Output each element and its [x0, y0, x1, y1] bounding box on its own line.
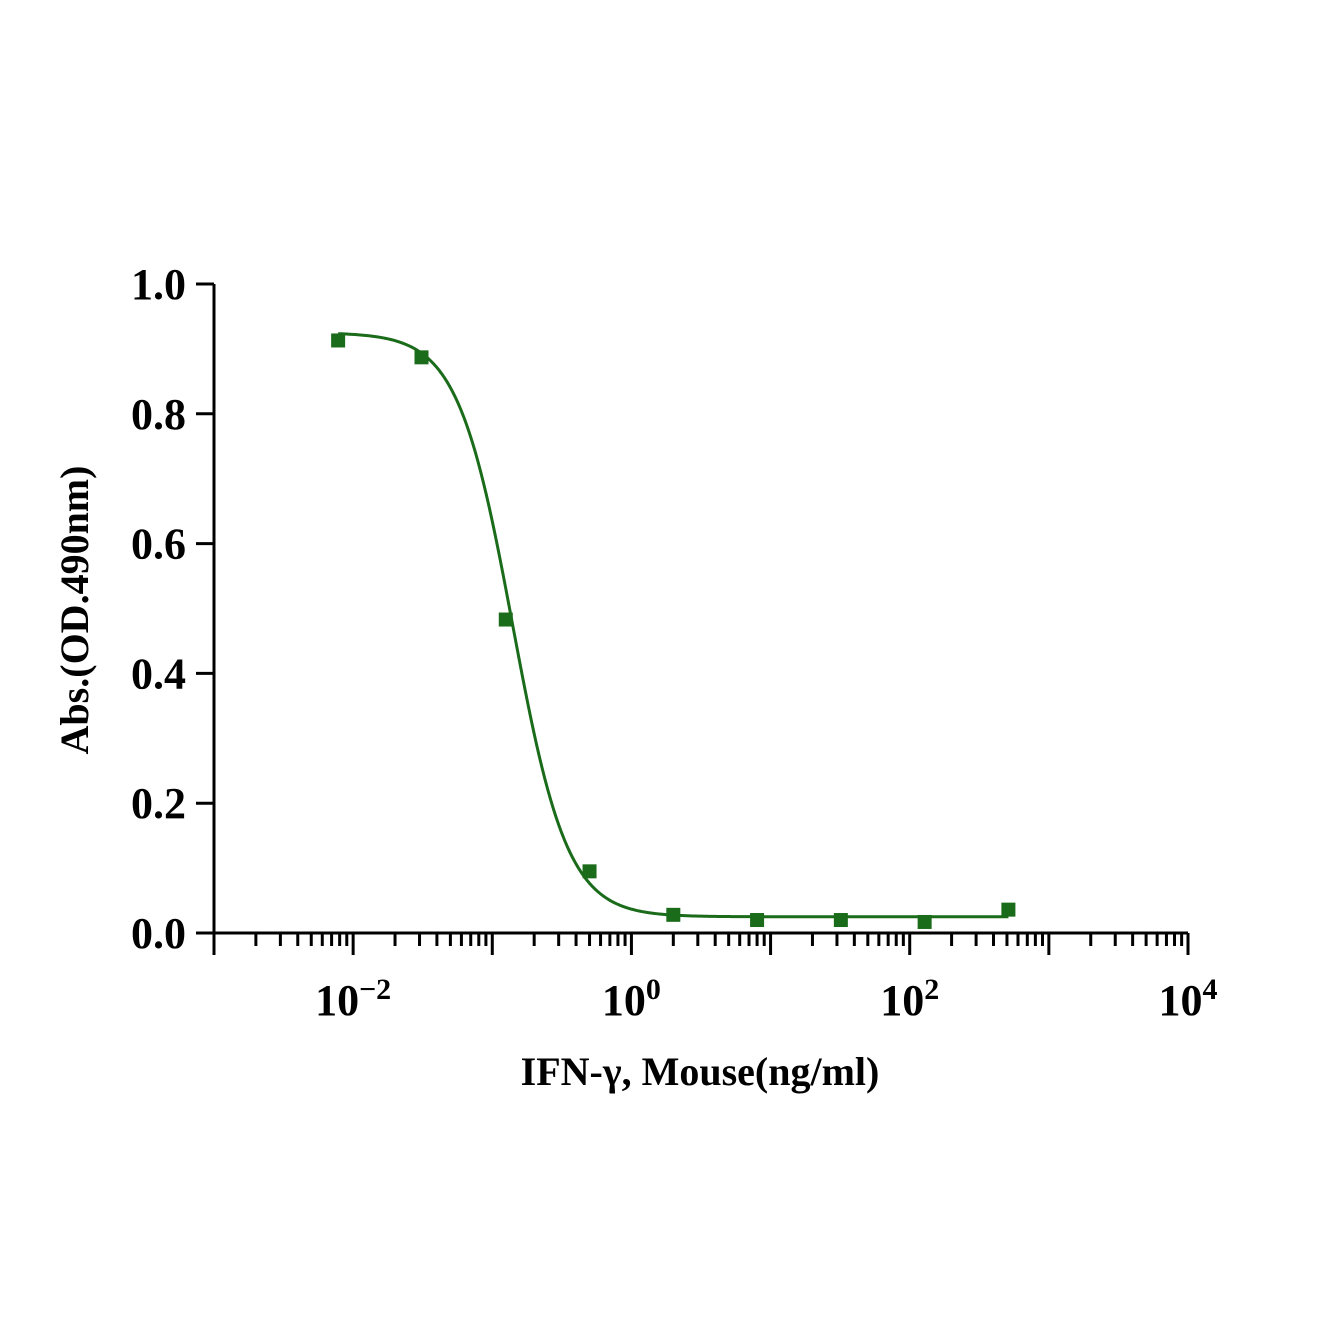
y-tick-label: 0.2: [131, 779, 186, 828]
data-point: [582, 864, 597, 879]
axes: [212, 284, 1188, 935]
data-point: [331, 333, 346, 348]
x-tick-label: 10−2: [315, 973, 391, 1025]
data-point: [1001, 902, 1016, 917]
y-tick-label: 0.6: [131, 520, 186, 569]
y-axis-title: Abs.(OD.490nm): [52, 466, 97, 755]
y-tick-label: 0.4: [131, 649, 186, 698]
x-axis-title: IFN-γ, Mouse(ng/ml): [521, 1049, 880, 1094]
x-tick-label: 104: [1159, 973, 1218, 1025]
data-point: [666, 907, 681, 922]
data-point: [833, 913, 848, 928]
data-point: [750, 913, 765, 928]
data-points: [331, 333, 1016, 929]
data-point: [414, 350, 429, 365]
y-tick-label: 0.8: [131, 390, 186, 439]
fit-curve: [338, 332, 1009, 919]
data-point: [498, 612, 513, 627]
ticks: [196, 282, 1190, 955]
y-tick-label: 0.0: [131, 909, 186, 958]
data-point: [917, 914, 932, 929]
tick-labels: 0.0 0.2 0.4 0.6 0.8 1.0 10−2 100 102 104: [131, 260, 1218, 1025]
x-tick-label: 102: [880, 973, 939, 1025]
y-tick-label: 1.0: [131, 260, 186, 309]
x-tick-label: 100: [602, 973, 661, 1025]
